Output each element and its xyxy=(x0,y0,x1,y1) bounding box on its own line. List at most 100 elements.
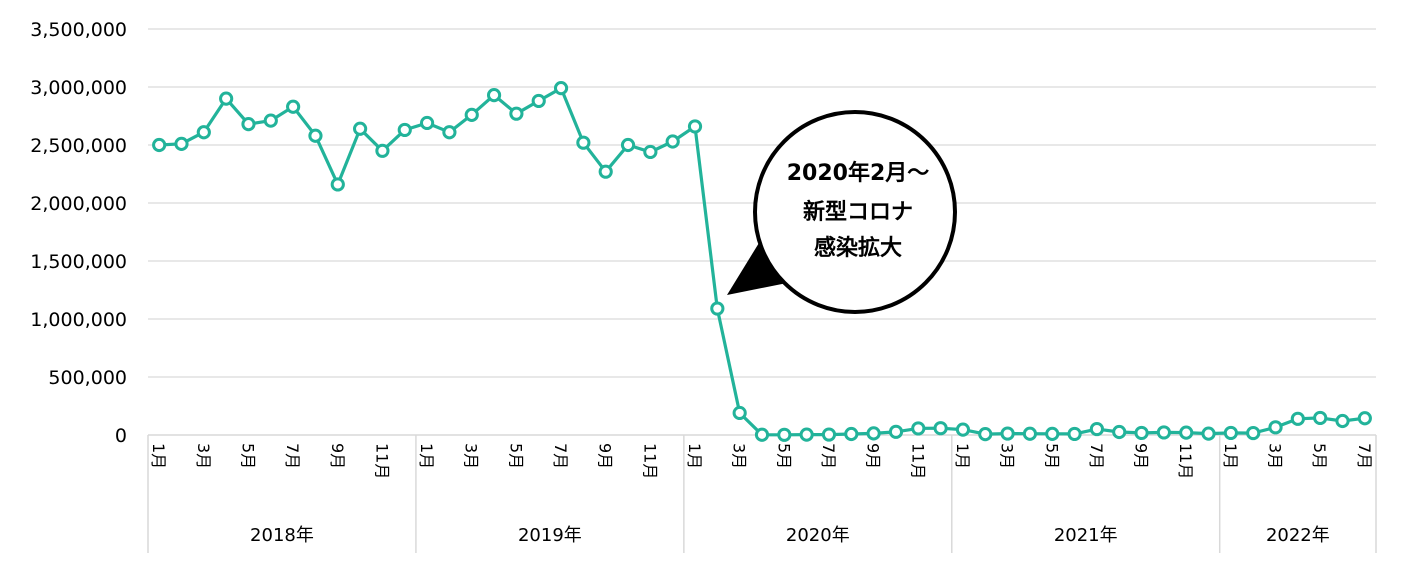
data-point xyxy=(643,144,658,160)
data-point xyxy=(1022,426,1038,441)
x-month-label: 9月 xyxy=(596,443,615,469)
data-point xyxy=(1156,425,1171,440)
x-month-label: 11月 xyxy=(1176,443,1195,479)
x-month-label: 9月 xyxy=(864,443,883,469)
data-point xyxy=(1357,411,1372,426)
data-point xyxy=(486,88,502,103)
y-tick-label: 1,000,000 xyxy=(30,309,127,331)
data-point xyxy=(1045,426,1060,441)
x-month-label: 11月 xyxy=(640,443,659,479)
data-point xyxy=(844,426,859,442)
data-point xyxy=(665,134,680,149)
data-point xyxy=(732,405,747,421)
data-point xyxy=(1290,411,1305,426)
x-year-label: 2020年 xyxy=(786,525,850,546)
data-point xyxy=(1268,420,1283,435)
data-points xyxy=(152,81,1372,442)
y-tick-label: 0 xyxy=(115,425,127,447)
data-point xyxy=(330,177,345,192)
x-month-label: 1月 xyxy=(1221,443,1240,469)
data-point xyxy=(531,93,546,109)
x-month-label: 7月 xyxy=(551,443,570,469)
data-point xyxy=(1067,426,1082,442)
data-point xyxy=(933,421,948,436)
x-month-label: 1月 xyxy=(685,443,704,469)
x-month-label: 1月 xyxy=(149,443,168,469)
data-point xyxy=(687,119,703,134)
y-axis-tick-labels: 0 500,000 1,000,000 1,500,000 2,000,000 2,500… xyxy=(30,19,127,447)
data-point xyxy=(464,107,479,122)
x-month-label: 7月 xyxy=(1355,443,1374,469)
data-point xyxy=(263,113,278,128)
data-point xyxy=(955,422,971,437)
y-tick-label: 1,500,000 xyxy=(30,251,127,273)
x-month-label: 5月 xyxy=(506,443,525,469)
x-month-label: 5月 xyxy=(774,443,793,469)
data-point xyxy=(888,424,904,439)
data-point xyxy=(598,164,613,179)
x-month-label: 3月 xyxy=(194,443,213,469)
x-month-label: 7月 xyxy=(283,443,302,469)
callout-line-2: 新型コロナ xyxy=(803,199,913,225)
data-point xyxy=(1335,413,1350,429)
y-tick-label: 2,000,000 xyxy=(30,193,127,215)
callout-bubble xyxy=(753,110,957,314)
x-month-label: 5月 xyxy=(1310,443,1329,469)
y-tick-label: 500,000 xyxy=(48,367,127,389)
data-point xyxy=(219,91,234,106)
x-month-label: 5月 xyxy=(1042,443,1061,469)
x-month-label: 1月 xyxy=(953,443,972,469)
data-point xyxy=(777,427,792,442)
data-point xyxy=(799,427,814,442)
data-point xyxy=(911,421,926,436)
x-month-label: 7月 xyxy=(1087,443,1106,469)
data-point xyxy=(419,115,435,131)
callout-annotation: 2020年2月～ 新型コロナ 感染拡大 xyxy=(727,110,957,314)
data-point xyxy=(1246,425,1261,441)
data-point xyxy=(174,136,189,151)
data-point xyxy=(397,122,412,138)
x-year-label: 2022年 xyxy=(1266,525,1330,546)
x-month-label: 1月 xyxy=(417,443,436,469)
data-point xyxy=(1000,426,1015,441)
callout-line-1: 2020年2月～ xyxy=(787,160,930,186)
data-point xyxy=(196,125,211,140)
y-tick-label: 2,500,000 xyxy=(30,135,127,157)
data-point xyxy=(620,137,636,153)
x-month-label: 7月 xyxy=(819,443,838,469)
x-month-label: 11月 xyxy=(372,443,391,479)
x-month-label: 3月 xyxy=(462,443,481,469)
data-point xyxy=(286,99,301,114)
x-year-label: 2021年 xyxy=(1054,525,1118,546)
x-month-label: 3月 xyxy=(1266,443,1285,469)
data-point xyxy=(576,135,591,150)
data-point xyxy=(754,427,770,442)
y-tick-label: 3,500,000 xyxy=(30,19,127,41)
data-point xyxy=(1223,425,1238,441)
data-point xyxy=(1179,425,1194,440)
data-point xyxy=(1201,426,1216,441)
x-year-label: 2019年 xyxy=(518,525,582,546)
data-point xyxy=(442,125,457,140)
data-point xyxy=(1313,410,1328,426)
x-axis: 2018年 2019年 2020年 2021年 2022年 1月 3月 5月 7月 9月 11月 1月… xyxy=(147,434,1377,553)
x-month-label: 11月 xyxy=(908,443,927,479)
data-point xyxy=(353,121,368,136)
x-month-label: 5月 xyxy=(238,443,257,469)
data-point xyxy=(509,106,524,121)
x-month-label: 9月 xyxy=(328,443,347,469)
data-point xyxy=(978,427,993,442)
data-point xyxy=(866,426,881,441)
data-point xyxy=(710,301,725,316)
callout-line-3: 感染拡大 xyxy=(814,235,902,261)
data-point xyxy=(375,143,390,158)
data-point xyxy=(1112,424,1127,440)
x-year-label: 2018年 xyxy=(250,525,314,546)
y-tick-label: 3,000,000 xyxy=(30,77,127,99)
x-month-label: 3月 xyxy=(998,443,1017,469)
data-point xyxy=(152,137,167,153)
data-point xyxy=(241,117,256,132)
data-point xyxy=(553,81,569,96)
x-month-label: 9月 xyxy=(1132,443,1151,469)
